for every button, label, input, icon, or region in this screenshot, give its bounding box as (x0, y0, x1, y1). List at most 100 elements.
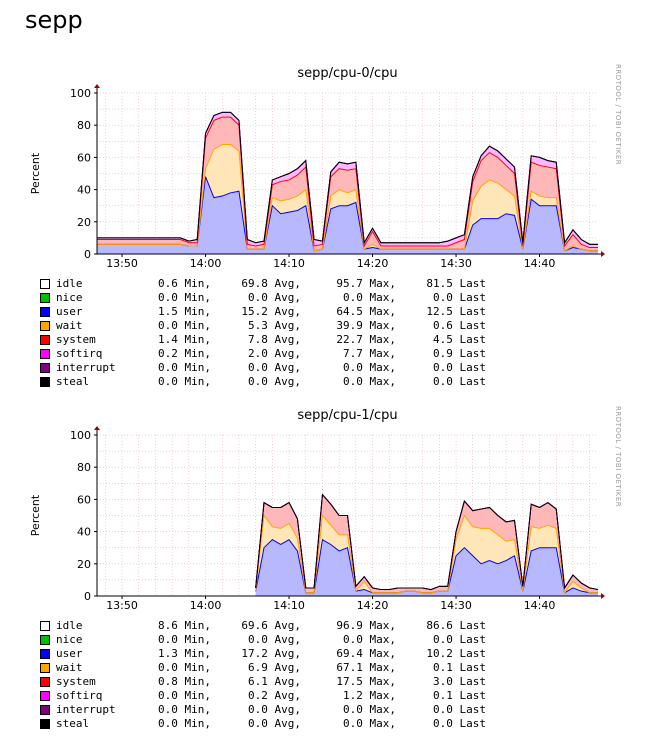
legend-max: 39.9 Max, (336, 319, 396, 332)
chart-title: sepp/cpu-1/cpu (297, 408, 397, 423)
x-tick-label: 14:00 (190, 257, 222, 270)
y-tick-label: 60 (77, 493, 91, 506)
legend-min: 8.6 Min, (158, 619, 211, 632)
legend-last: 12.5 Last (426, 305, 486, 318)
legend-last: 0.9 Last (433, 347, 486, 360)
legend-swatch (40, 377, 50, 387)
legend-last: 0.0 Last (433, 633, 486, 646)
line-steal (97, 111, 598, 245)
legend-max: 1.2 Max, (343, 689, 396, 702)
chart-title: sepp/cpu-0/cpu (297, 66, 397, 81)
legend-min: 1.4 Min, (158, 333, 211, 346)
legend-min: 0.8 Min, (158, 675, 211, 688)
legend-last: 3.0 Last (433, 675, 486, 688)
cpu-0-graph: sepp/cpu-0/cpu Percent RRDTOOL / TOBI OETI… (0, 58, 655, 388)
legend-name: interrupt (56, 361, 116, 374)
legend-last: 0.0 Last (433, 375, 486, 388)
legend-row-softirq: softirq 0.0 Min, 0.2 Avg, 1.2 Max, 0.1 Last (40, 689, 486, 703)
y-tick-label: 40 (77, 526, 91, 539)
legend-avg: 0.0 Avg, (248, 717, 301, 730)
x-tick-label: 14:10 (273, 257, 305, 270)
cpu-1-legend: idle 8.6 Min, 69.6 Avg, 96.9 Max, 86.6 Last n… (40, 619, 486, 731)
legend-max: 7.7 Max, (343, 347, 396, 360)
line-steal (255, 493, 599, 591)
y-tick-label: 20 (77, 558, 91, 571)
legend-name: idle (56, 277, 83, 290)
legend-swatch (40, 677, 50, 687)
legend-min: 0.0 Min, (158, 375, 211, 388)
legend-avg: 2.0 Avg, (248, 347, 301, 360)
legend-last: 0.0 Last (433, 361, 486, 374)
y-tick-label: 60 (77, 151, 91, 164)
x-tick-label: 13:50 (106, 599, 138, 612)
legend-row-system: system 0.8 Min, 6.1 Avg, 17.5 Max, 3.0 Last (40, 675, 486, 689)
legend-min: 0.2 Min, (158, 347, 211, 360)
legend-avg: 0.0 Avg, (248, 361, 301, 374)
legend-row-steal: steal 0.0 Min, 0.0 Avg, 0.0 Max, 0.0 Last (40, 375, 486, 389)
x-tick-label: 13:50 (106, 257, 138, 270)
legend-max: 0.0 Max, (343, 361, 396, 374)
y-axis-label: Percent (29, 152, 42, 194)
x-tick-label: 14:20 (357, 599, 389, 612)
x-tick-label: 14:40 (524, 599, 556, 612)
legend-max: 0.0 Max, (343, 717, 396, 730)
legend-max: 0.0 Max, (343, 633, 396, 646)
legend-avg: 5.3 Avg, (248, 319, 301, 332)
legend-min: 0.0 Min, (158, 689, 211, 702)
legend-swatch (40, 691, 50, 701)
cpu-1-chart: sepp/cpu-1/cpu Percent RRDTOOL / TOBI OETI… (29, 406, 622, 612)
legend-name: steal (56, 717, 90, 730)
legend-max: 69.4 Max, (336, 647, 396, 660)
legend-name: user (56, 647, 83, 660)
legend-row-nice: nice 0.0 Min, 0.0 Avg, 0.0 Max, 0.0 Last (40, 291, 486, 305)
legend-swatch (40, 279, 50, 289)
cpu-0-legend: idle 0.6 Min, 69.8 Avg, 95.7 Max, 81.5 Last n… (40, 277, 486, 389)
legend-name: steal (56, 375, 90, 388)
legend-swatch (40, 363, 50, 373)
legend-min: 0.0 Min, (158, 717, 211, 730)
watermark: RRDTOOL / TOBI OETIKER (614, 406, 622, 507)
y-axis-arrow (94, 84, 100, 88)
legend-min: 1.5 Min, (158, 305, 211, 318)
legend-avg: 0.0 Avg, (248, 291, 301, 304)
legend-name: softirq (56, 689, 103, 702)
legend-min: 0.0 Min, (158, 361, 211, 374)
legend-last: 81.5 Last (426, 277, 486, 290)
legend-avg: 69.8 Avg, (241, 277, 301, 290)
cpu-1-graph: sepp/cpu-1/cpu Percent RRDTOOL / TOBI OETI… (0, 400, 655, 730)
area-user (255, 539, 598, 596)
legend-avg: 69.6 Avg, (241, 619, 301, 632)
y-tick-label: 80 (77, 119, 91, 132)
legend-max: 96.9 Max, (336, 619, 396, 632)
x-tick-label: 14:10 (273, 599, 305, 612)
legend-swatch (40, 649, 50, 659)
legend-min: 0.0 Min, (158, 291, 211, 304)
x-axis-arrow (601, 593, 605, 599)
legend-swatch (40, 719, 50, 729)
y-axis-arrow (94, 426, 100, 430)
legend-avg: 7.8 Avg, (248, 333, 301, 346)
legend-swatch (40, 663, 50, 673)
y-tick-label: 100 (70, 429, 91, 442)
legend-name: idle (56, 619, 83, 632)
legend-row-wait: wait 0.0 Min, 6.9 Avg, 67.1 Max, 0.1 Last (40, 661, 486, 675)
line-wait (255, 514, 598, 595)
x-tick-label: 14:30 (440, 599, 472, 612)
legend-row-interrupt: interrupt 0.0 Min, 0.0 Avg, 0.0 Max, 0.0 Las… (40, 361, 486, 375)
line-wait (97, 144, 598, 252)
legend-avg: 17.2 Avg, (241, 647, 301, 660)
legend-swatch (40, 321, 50, 331)
cpu-0-chart: sepp/cpu-0/cpu Percent RRDTOOL / TOBI OETI… (29, 64, 622, 270)
legend-min: 0.6 Min, (158, 277, 211, 290)
x-tick-label: 14:30 (440, 257, 472, 270)
legend-last: 4.5 Last (433, 333, 486, 346)
legend-max: 64.5 Max, (336, 305, 396, 318)
legend-row-user: user 1.3 Min, 17.2 Avg, 69.4 Max, 10.2 Last (40, 647, 486, 661)
legend-name: wait (56, 661, 83, 674)
y-tick-label: 0 (84, 590, 91, 603)
legend-row-softirq: softirq 0.2 Min, 2.0 Avg, 7.7 Max, 0.9 Last (40, 347, 486, 361)
legend-avg: 6.1 Avg, (248, 675, 301, 688)
legend-last: 0.0 Last (433, 717, 486, 730)
legend-name: system (56, 675, 96, 688)
legend-row-user: user 1.5 Min, 15.2 Avg, 64.5 Max, 12.5 Last (40, 305, 486, 319)
